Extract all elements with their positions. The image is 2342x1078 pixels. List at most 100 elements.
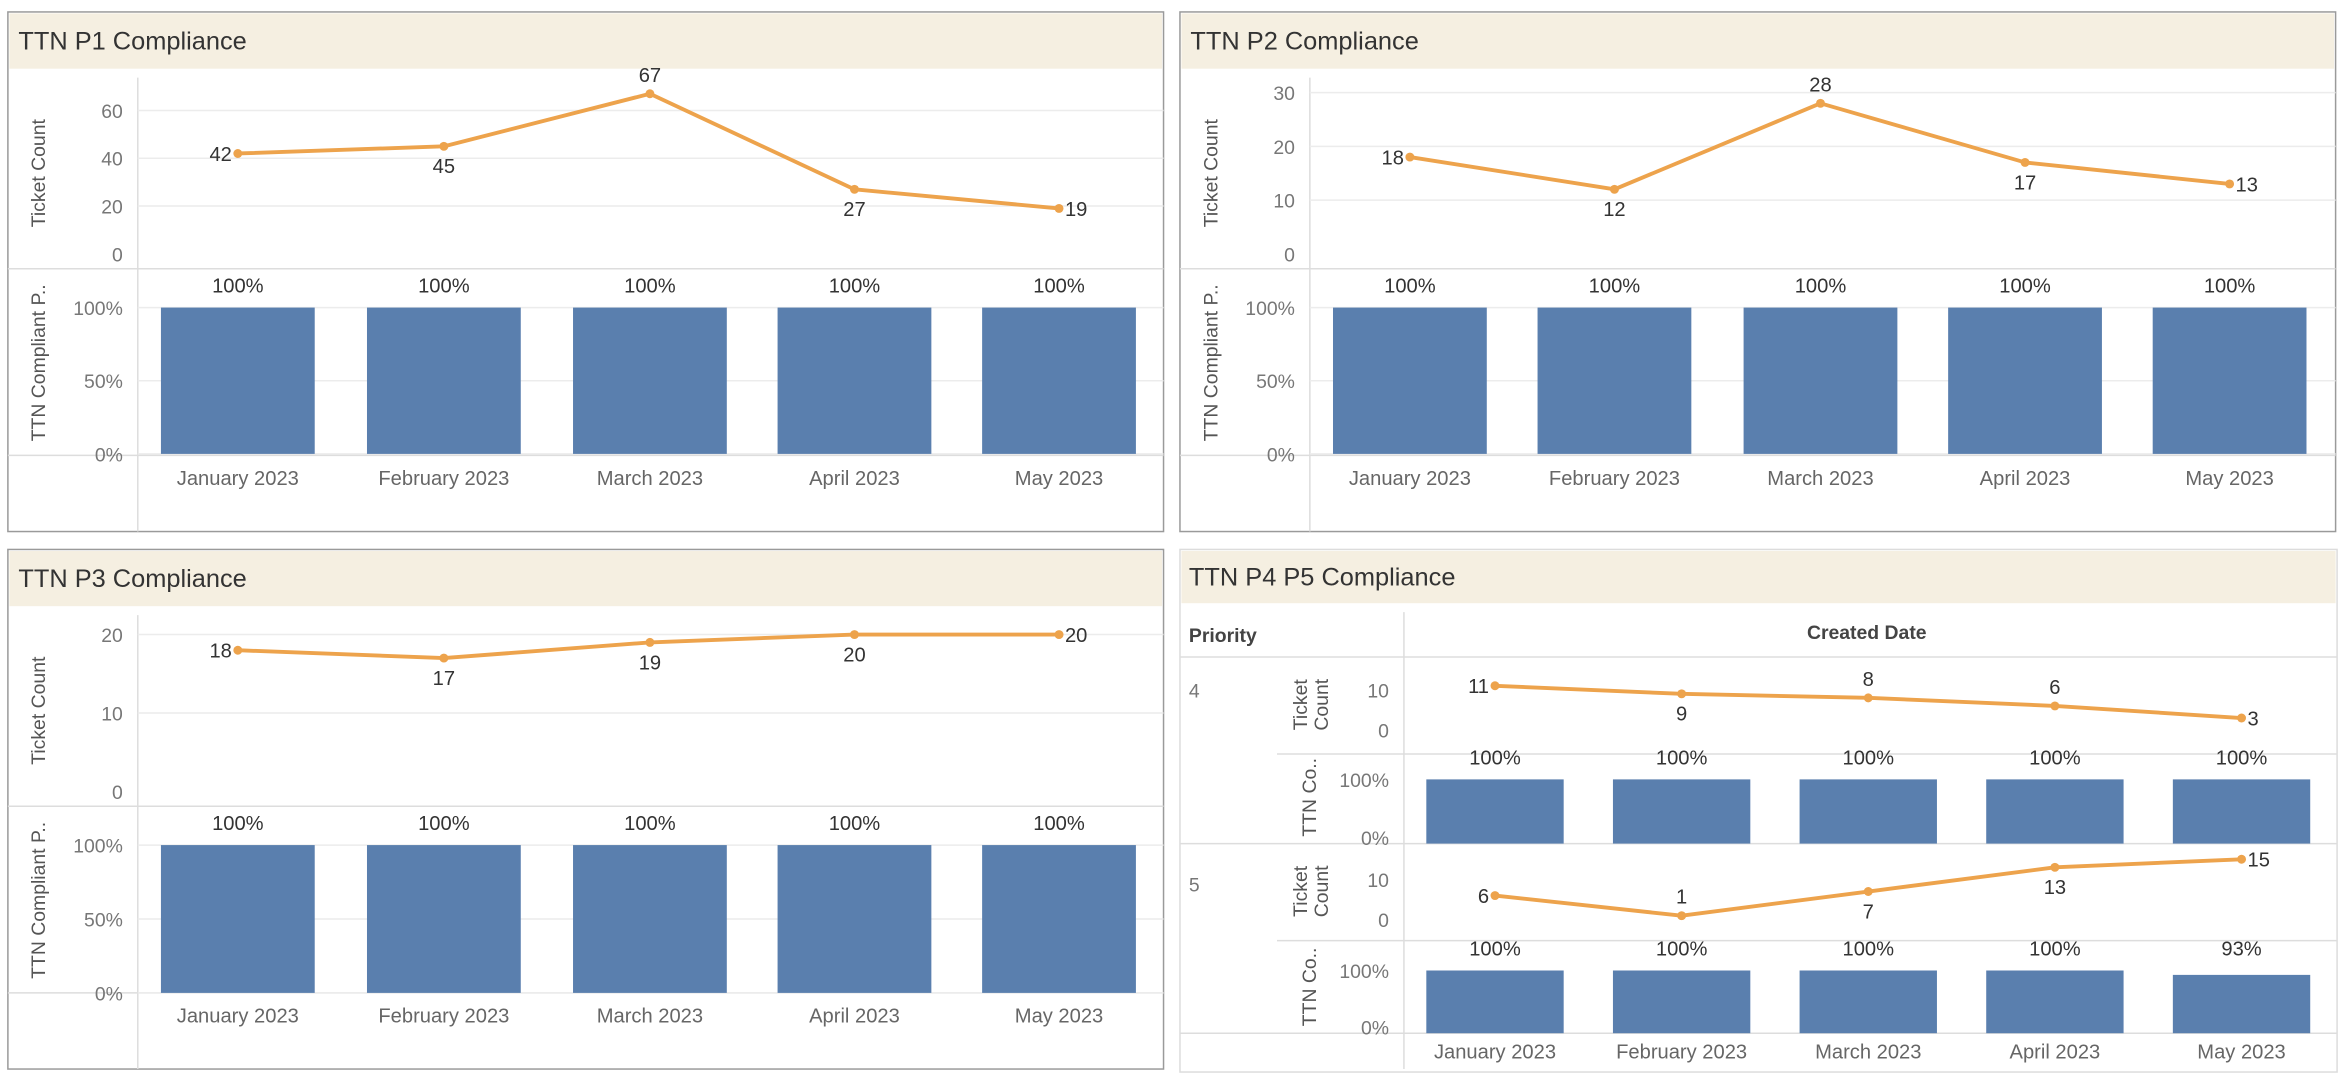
panel-border bbox=[1179, 548, 2338, 1073]
ticket-count-label: 20 bbox=[1065, 625, 1087, 647]
panel-3: TTN P3 Compliance 0 10 20 Ticket Count 0% 50% 1… bbox=[7, 548, 1165, 1070]
ticket-count-point bbox=[2050, 701, 2060, 711]
bar-tick-label: 100% bbox=[73, 298, 123, 320]
ticket-count-point bbox=[233, 645, 243, 655]
compliance-bar bbox=[777, 307, 932, 454]
ticket-count-label: 19 bbox=[639, 652, 661, 674]
month-label: April 2023 bbox=[809, 468, 900, 490]
compliance-bar bbox=[1986, 970, 2124, 1034]
compliance-bar bbox=[982, 845, 1136, 993]
bar-tick-label: 0% bbox=[1361, 828, 1389, 850]
month-label: March 2023 bbox=[597, 1006, 703, 1028]
ticket-count-label: 18 bbox=[1382, 148, 1404, 170]
compliance-bar bbox=[1986, 779, 2124, 844]
ticket-count-point bbox=[1863, 887, 1873, 896]
compliance-bar bbox=[1799, 970, 1937, 1034]
line-tick-label: 10 bbox=[1273, 191, 1295, 213]
ticket-count-point bbox=[1677, 911, 1687, 921]
ticket-count-point bbox=[645, 637, 655, 647]
line-tick-label: 0 bbox=[112, 782, 123, 804]
month-label: January 2023 bbox=[177, 1006, 299, 1028]
ticket-count-label: 17 bbox=[2014, 172, 2036, 194]
compliance-label: 100% bbox=[1795, 276, 1847, 298]
bar-tick-label: 100% bbox=[1339, 770, 1389, 792]
month-label: January 2023 bbox=[1349, 468, 1471, 490]
compliance-label: 100% bbox=[1656, 939, 1708, 961]
compliance-label: 100% bbox=[212, 276, 264, 298]
compliance-label: 100% bbox=[212, 813, 264, 835]
compliance-label: 100% bbox=[1033, 276, 1085, 298]
compliance-label: 100% bbox=[624, 276, 676, 298]
month-label: February 2023 bbox=[1616, 1042, 1747, 1064]
bar-tick-label: 100% bbox=[1245, 298, 1295, 320]
compliance-label: 100% bbox=[418, 813, 470, 835]
ticket-count-point bbox=[1816, 98, 1825, 108]
compliance-label: 100% bbox=[2216, 747, 2268, 769]
line-tick-label: 60 bbox=[101, 101, 123, 123]
compliance-label: 100% bbox=[2029, 747, 2081, 769]
compliance-label: 100% bbox=[1843, 939, 1895, 961]
compliance-label: 100% bbox=[1999, 276, 2051, 298]
bar-tick-label: 0% bbox=[95, 444, 123, 466]
panel-header bbox=[1181, 550, 2336, 604]
compliance-bar bbox=[160, 307, 315, 454]
ticket-count-point bbox=[849, 630, 859, 640]
compliance-label: 100% bbox=[418, 276, 470, 298]
compliance-bar bbox=[1537, 307, 1692, 454]
compliance-bar bbox=[2172, 974, 2311, 1034]
line-axis-title-part: Ticket bbox=[1290, 865, 1312, 917]
compliance-bar bbox=[573, 845, 727, 993]
compliance-bar bbox=[366, 307, 521, 454]
ticket-count-label: 28 bbox=[1809, 74, 1831, 96]
ticket-count-label: 8 bbox=[1863, 669, 1874, 691]
compliance-label: 100% bbox=[2204, 276, 2256, 298]
bar-axis-title: TTN Compliant P.. bbox=[28, 284, 50, 441]
line-axis-title: Ticket Count bbox=[28, 119, 50, 228]
ticket-count-point bbox=[2225, 179, 2235, 189]
panel-title: TTN P2 Compliance bbox=[1190, 27, 1418, 55]
compliance-bar bbox=[982, 307, 1136, 454]
month-label: May 2023 bbox=[1015, 1006, 1103, 1028]
bar-tick-label: 0% bbox=[1267, 444, 1295, 466]
bar-axis-title: TTN Compliant P.. bbox=[28, 822, 50, 979]
compliance-label: 100% bbox=[1469, 747, 1521, 769]
ticket-count-label: 6 bbox=[2049, 677, 2060, 699]
month-label: March 2023 bbox=[597, 468, 703, 490]
line-tick-label: 0 bbox=[1378, 721, 1389, 743]
ticket-count-point bbox=[2237, 854, 2247, 864]
compliance-bar bbox=[366, 845, 521, 993]
compliance-label: 100% bbox=[1033, 813, 1085, 835]
ticket-count-point bbox=[2050, 862, 2060, 872]
line-tick-label: 0 bbox=[1284, 244, 1295, 266]
ticket-count-point bbox=[849, 184, 859, 194]
line-tick-label: 10 bbox=[101, 703, 123, 725]
month-label: May 2023 bbox=[2185, 468, 2273, 490]
ticket-count-point bbox=[645, 89, 655, 99]
compliance-label: 100% bbox=[1656, 747, 1708, 769]
compliance-bar bbox=[1426, 970, 1564, 1034]
ticket-count-point bbox=[1609, 184, 1619, 194]
month-label: February 2023 bbox=[378, 468, 509, 490]
compliance-bar bbox=[160, 845, 315, 993]
ticket-count-point bbox=[1677, 689, 1687, 699]
line-tick-label: 0 bbox=[112, 244, 123, 266]
line-axis-title-part: Count bbox=[1311, 678, 1333, 730]
ticket-count-point bbox=[1054, 203, 1064, 213]
ticket-count-label: 13 bbox=[2236, 174, 2258, 196]
line-tick-label: 20 bbox=[101, 197, 123, 219]
panel-title: TTN P1 Compliance bbox=[18, 27, 246, 55]
panel-header bbox=[9, 550, 1163, 607]
ticket-count-label: 3 bbox=[2248, 708, 2259, 730]
compliance-bar bbox=[777, 845, 932, 993]
month-label: April 2023 bbox=[2010, 1042, 2101, 1064]
line-tick-label: 20 bbox=[1273, 137, 1295, 159]
ticket-count-label: 9 bbox=[1676, 704, 1687, 726]
line-tick-label: 30 bbox=[1273, 83, 1295, 105]
ticket-count-label: 11 bbox=[1468, 676, 1489, 698]
ticket-count-label: 7 bbox=[1863, 901, 1874, 923]
bar-axis-title: TTN Compliant P.. bbox=[1200, 284, 1222, 441]
compliance-label: 100% bbox=[1843, 747, 1895, 769]
